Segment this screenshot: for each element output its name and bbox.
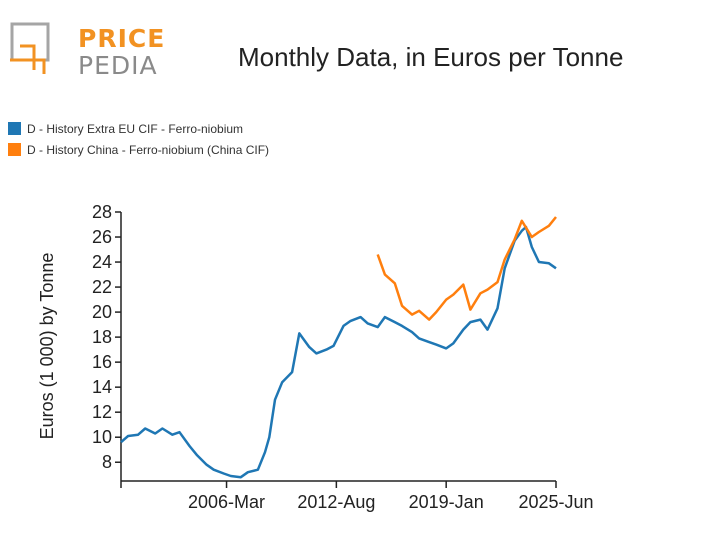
legend-label-extra-eu: D - History Extra EU CIF - Ferro-niobium	[27, 121, 244, 136]
legend-swatch-orange	[8, 143, 21, 156]
legend-item-china[interactable]: D - History China - Ferro-niobium (China…	[8, 139, 269, 160]
legend-label-china: D - History China - Ferro-niobium (China…	[27, 142, 270, 157]
y-tick-label: 18	[92, 327, 112, 347]
y-tick-label: 28	[92, 202, 112, 222]
chart-legend: D - History Extra EU CIF - Ferro-niobium…	[8, 118, 269, 160]
x-tick-label: 2012-Aug	[297, 492, 375, 512]
y-axis-title: Euros (1 000) by Tonne	[37, 253, 57, 440]
logo-bracket-inner	[20, 44, 36, 70]
chart-series	[120, 216, 557, 479]
y-tick-label: 22	[92, 277, 112, 297]
logo-text-pedia: PEDIA	[78, 51, 158, 80]
y-tick-label: 24	[92, 252, 112, 272]
series-line-china	[376, 216, 557, 321]
y-tick-label: 12	[92, 402, 112, 422]
y-tick-label: 26	[92, 227, 112, 247]
chart-title: Monthly Data, in Euros per Tonne	[238, 42, 624, 72]
logo-bracket-outer	[10, 58, 46, 74]
pricepedia-logo: PRICE PEDIA	[8, 22, 168, 92]
y-tick-label: 20	[92, 302, 112, 322]
legend-item-extra-eu[interactable]: D - History Extra EU CIF - Ferro-niobium	[8, 118, 269, 139]
y-tick-label: 14	[92, 377, 112, 397]
chart-axes: 8 10 12 14 16 18 20 22 24 26 28 2006-Mar 2012-Aug 201…	[92, 202, 594, 512]
series-line-extra-eu	[120, 225, 557, 479]
x-tick-label: 2006-Mar	[188, 492, 265, 512]
logo-text-price: PRICE	[78, 24, 166, 53]
x-tick-label: 2025-Jun	[518, 492, 593, 512]
legend-swatch-blue	[8, 122, 21, 135]
y-tick-label: 10	[92, 427, 112, 447]
y-tick-label: 8	[102, 452, 112, 472]
logo-mark-icon	[10, 22, 50, 74]
y-tick-label: 16	[92, 352, 112, 372]
x-tick-label: 2019-Jan	[409, 492, 484, 512]
